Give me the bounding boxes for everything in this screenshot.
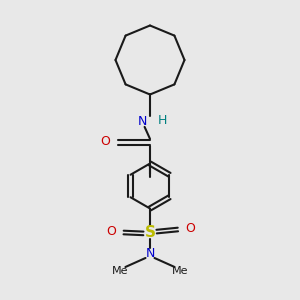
- Text: O: O: [186, 222, 195, 235]
- Text: O: O: [106, 225, 116, 238]
- Text: Me: Me: [112, 266, 128, 277]
- Text: N: N: [145, 247, 155, 260]
- Text: H: H: [158, 114, 167, 127]
- Text: S: S: [145, 225, 155, 240]
- Text: O: O: [101, 135, 110, 148]
- Text: Me: Me: [172, 266, 188, 277]
- Text: N: N: [138, 115, 147, 128]
